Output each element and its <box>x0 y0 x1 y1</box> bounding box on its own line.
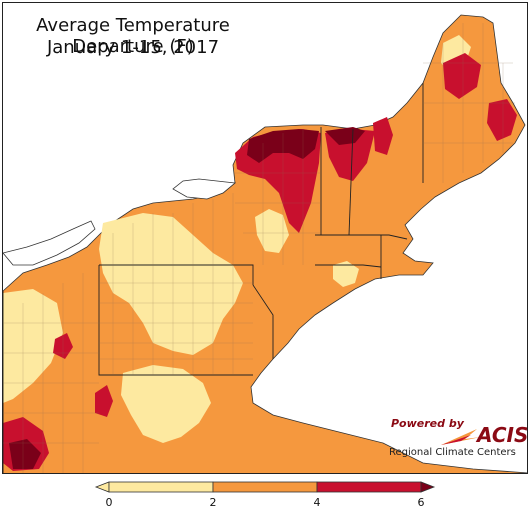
map-title: Average Temperature Departure (F) <box>36 15 230 57</box>
hot-region-vt-north <box>325 127 365 145</box>
lake-erie <box>3 220 96 266</box>
legend-arrow-above <box>420 481 436 493</box>
acis-brand: ACIS <box>477 423 528 447</box>
acis-swoosh-icon <box>441 429 481 445</box>
legend-bin-4-6 <box>316 481 422 493</box>
legend-tick-4: 4 <box>313 496 321 509</box>
powered-by-label: Powered by <box>391 417 464 430</box>
warm-region-nh <box>373 117 393 155</box>
warm-region-ohio-south <box>95 385 113 417</box>
legend-bin-2-4 <box>212 481 318 493</box>
acis-subtitle: Regional Climate Centers <box>389 447 516 458</box>
county-borders <box>3 23 515 473</box>
legend-tick-6: 6 <box>417 496 425 509</box>
cool-region-west <box>3 289 63 403</box>
legend-arrow-below <box>94 481 110 493</box>
temperature-map <box>3 14 527 473</box>
map-frame: Average Temperature Departure (F) Januar… <box>2 2 528 474</box>
cool-region-ny <box>255 209 289 253</box>
legend-tick-0: 0 <box>105 496 113 509</box>
lake-ontario <box>172 178 236 200</box>
cool-region-md <box>121 365 211 443</box>
warm-region-me <box>443 53 481 99</box>
cool-region-pa <box>99 213 243 355</box>
cool-region-ct <box>333 261 359 287</box>
hot-region-wv-south <box>9 439 41 469</box>
state-borders <box>3 83 424 473</box>
map-date-range: January 1-15, 2017 <box>46 37 220 58</box>
legend-bin-0-2 <box>108 481 214 493</box>
acis-logo: Powered by ACIS Regional Climate Centers <box>387 417 527 461</box>
legend-bar <box>94 481 436 493</box>
warm-region-me-coast <box>487 99 517 141</box>
color-legend: 0 2 4 6 <box>92 478 438 509</box>
legend-tick-2: 2 <box>209 496 217 509</box>
